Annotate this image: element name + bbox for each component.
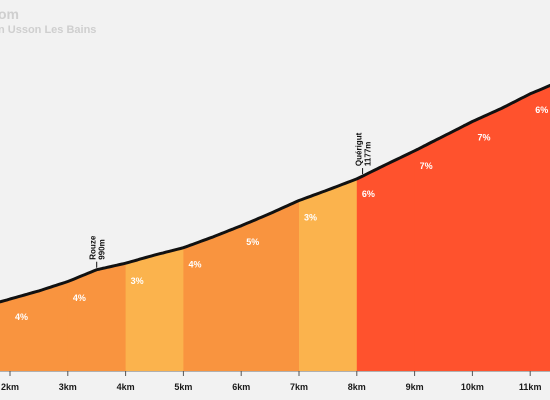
gradient-segments — [0, 81, 550, 371]
gradient-segment — [241, 81, 300, 371]
gradient-segment — [472, 81, 531, 371]
place-elevation: 990m — [98, 239, 107, 259]
gradient-label: 7% — [420, 161, 433, 171]
x-tick-label: 4km — [117, 382, 135, 392]
gradient-label: 4% — [73, 293, 86, 303]
x-tick-label: 3km — [59, 382, 77, 392]
gradient-segment — [67, 81, 127, 371]
x-tick-label: 11km — [519, 382, 542, 392]
place-label-group: Quérigut 1177m — [355, 132, 373, 166]
place-elevation: 1177m — [364, 142, 373, 166]
gradient-segment — [530, 81, 550, 371]
gradient-label: 7% — [477, 132, 490, 142]
gradient-label: 3% — [131, 276, 144, 286]
gradient-segment — [183, 81, 242, 371]
x-axis-ticks: 2km 3km 4km 5km 6km 7km 8km 9km 10km 11km — [1, 371, 541, 392]
gradient-segment — [299, 81, 358, 371]
gradient-segment — [356, 81, 416, 371]
x-tick-label: 7km — [290, 382, 308, 392]
x-tick-label: 10km — [461, 382, 484, 392]
place-name: Quérigut — [355, 132, 364, 166]
gradient-label: 6% — [535, 105, 548, 115]
x-tick-label: 2km — [1, 382, 19, 392]
gradient-label: 4% — [15, 312, 28, 322]
place-name: Rouze — [89, 235, 98, 260]
gradient-segment — [414, 81, 473, 371]
x-tick-label: 8km — [348, 382, 366, 392]
x-tick-label: 5km — [174, 382, 192, 392]
x-tick-label: 6km — [232, 382, 250, 392]
title-block: om n Usson Les Bains — [0, 0, 96, 37]
gradient-labels: 4% 4% 3% 4% 5% 3% 6% 7% 7% 6% — [15, 105, 548, 322]
gradient-segment — [0, 81, 69, 371]
gradient-label: 3% — [304, 212, 317, 222]
place-markers: Rouze 990m Quérigut 1177m — [89, 132, 373, 268]
elevation-line — [0, 83, 550, 304]
gradient-label: 4% — [188, 260, 201, 270]
gradient-segment — [125, 81, 184, 371]
gradient-label: 5% — [246, 237, 259, 247]
x-tick-label: 9km — [406, 382, 424, 392]
chart-subtitle: n Usson Les Bains — [0, 24, 97, 36]
place-label-group: Rouze 990m — [89, 235, 107, 260]
gradient-label: 6% — [362, 189, 375, 199]
chart-title: om — [0, 6, 19, 22]
